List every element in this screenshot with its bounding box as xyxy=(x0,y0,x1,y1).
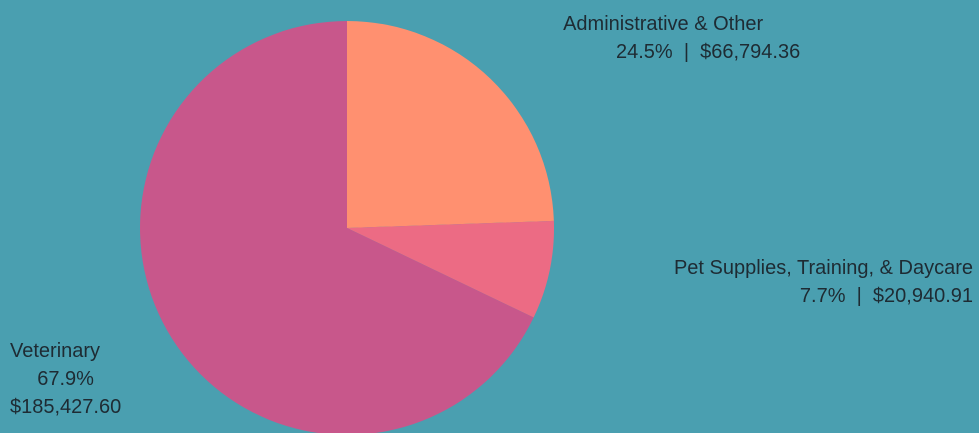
label-pet-supplies: Pet Supplies, Training, & Daycare 7.7% |… xyxy=(674,254,973,310)
label-administrative-name: Administrative & Other xyxy=(563,13,764,35)
label-administrative: Administrative & Other 24.5% | $66,794.3… xyxy=(526,10,800,66)
label-veterinary: Veterinary 67.9% $185,427.60 xyxy=(10,337,121,421)
label-veterinary-name: Veterinary xyxy=(10,340,101,362)
label-pet-supplies-detail: 7.7% | $20,940.91 xyxy=(799,285,973,307)
pie-slice-administrative xyxy=(347,21,554,228)
pie-slice-veterinary xyxy=(140,21,534,433)
label-pet-supplies-name: Pet Supplies, Training, & Daycare xyxy=(673,257,973,279)
label-administrative-detail: 24.5% | $66,794.36 xyxy=(616,41,801,63)
pie-slice-pet-supplies xyxy=(347,220,554,318)
slice-group xyxy=(140,21,554,433)
label-veterinary-value: $185,427.60 xyxy=(10,396,122,418)
label-veterinary-percent: 67.9% xyxy=(37,368,94,390)
